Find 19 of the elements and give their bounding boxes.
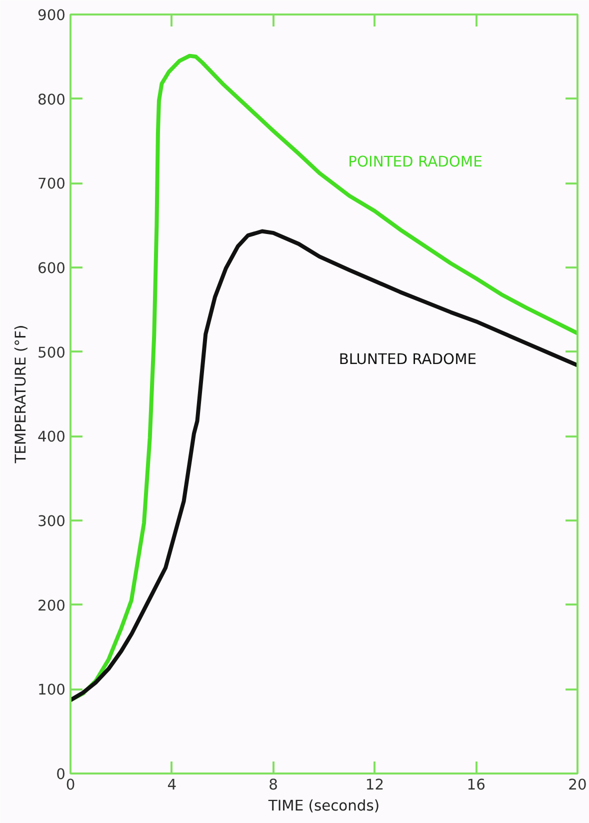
y-tick-label: 200	[38, 597, 66, 614]
x-tick-label: 12	[365, 776, 384, 794]
x-tick-label: 8	[268, 776, 278, 794]
series-label: POINTED RADOME	[348, 154, 482, 171]
y-tick-label: 0	[56, 766, 66, 783]
y-tick-label: 600	[38, 260, 66, 277]
y-axis-title: TEMPERATURE (°F)	[12, 324, 30, 464]
x-tick-label: 16	[466, 776, 486, 794]
y-tick-label: 700	[38, 176, 66, 193]
x-tick-label: 4	[167, 776, 177, 794]
x-tick-label: 20	[568, 776, 587, 794]
x-axis-title: TIME (seconds)	[267, 798, 380, 814]
y-tick-label: 800	[38, 91, 66, 108]
y-tick-label: 300	[38, 513, 66, 530]
y-tick-label: 500	[38, 344, 66, 362]
y-tick-label: 100	[38, 682, 66, 699]
series-label: BLUNTED RADOME	[338, 350, 476, 368]
y-tick-label: 400	[38, 428, 66, 446]
y-tick-label: 900	[38, 7, 66, 24]
